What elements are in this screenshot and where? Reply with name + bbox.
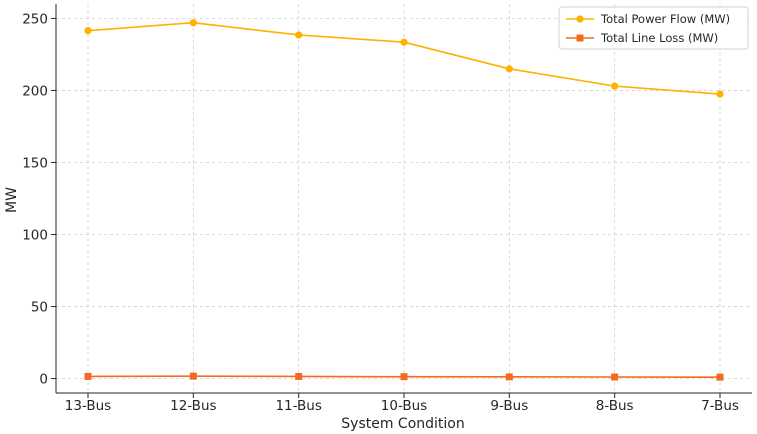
- data-point-square: [611, 373, 619, 381]
- x-tick-label: 7-Bus: [701, 398, 739, 414]
- y-tick-label: 100: [22, 228, 48, 244]
- y-ticks: 0 50 100 150 200 250: [22, 11, 56, 388]
- y-axis-title: MW: [4, 187, 20, 213]
- x-tick-label: 13-Bus: [65, 398, 111, 414]
- data-point-circle: [189, 19, 197, 27]
- x-tick-label: 11-Bus: [275, 398, 321, 414]
- legend-box: [558, 6, 749, 50]
- y-tick-label: 0: [39, 372, 48, 388]
- legend-marker-power-flow: [576, 15, 584, 23]
- y-tick-label: 250: [22, 11, 48, 27]
- legend-label-line-loss: Total Line Loss (MW): [600, 31, 718, 45]
- x-tick-label: 10-Bus: [381, 398, 427, 414]
- grid: [56, 4, 752, 393]
- data-point-square: [84, 372, 92, 380]
- y-tick-label: 50: [31, 300, 48, 316]
- y-tick-label: 200: [22, 83, 48, 99]
- data-point-square: [189, 372, 197, 380]
- data-point-circle: [84, 27, 92, 35]
- x-axis-title: System Condition: [341, 416, 464, 432]
- data-point-circle: [295, 31, 303, 39]
- legend: Total Power Flow (MW) Total Line Loss (M…: [558, 6, 749, 50]
- y-tick-label: 150: [22, 155, 48, 171]
- series: [84, 19, 724, 381]
- legend-marker-line-loss: [576, 34, 584, 42]
- x-tick-label: 12-Bus: [170, 398, 216, 414]
- data-point-square: [505, 373, 513, 381]
- data-point-circle: [611, 82, 619, 90]
- data-point-circle: [716, 90, 724, 98]
- x-tick-label: 8-Bus: [596, 398, 634, 414]
- data-point-square: [716, 373, 724, 381]
- data-point-circle: [505, 65, 513, 73]
- x-ticks: 13-Bus 12-Bus 11-Bus 10-Bus 9-Bus 8-Bus 7-Bus: [65, 393, 739, 414]
- data-point-square: [400, 373, 408, 381]
- data-point-circle: [400, 38, 408, 46]
- legend-label-power-flow: Total Power Flow (MW): [600, 12, 730, 26]
- x-tick-label: 9-Bus: [490, 398, 528, 414]
- data-point-square: [295, 372, 303, 380]
